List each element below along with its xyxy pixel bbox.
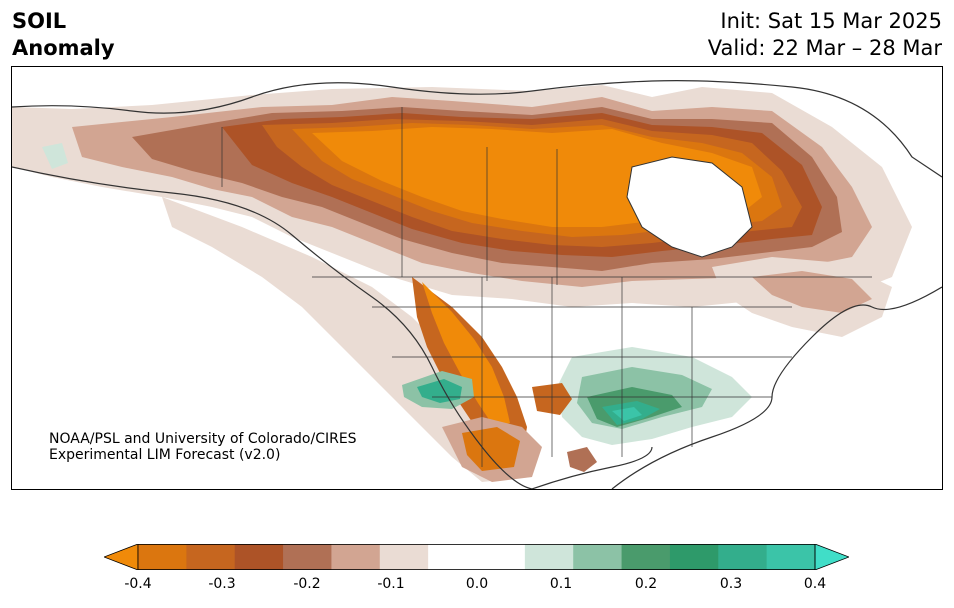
colorbar-cell (379, 544, 429, 570)
tick-label: -0.1 (377, 576, 405, 592)
coastlines (12, 80, 942, 489)
tick-label: 0.0 (465, 576, 489, 592)
alaska-wet-spot (42, 143, 68, 169)
map-title: SOIL Anomaly (12, 8, 115, 62)
colorbar-cell (476, 544, 526, 570)
colorbar-extend-low (104, 544, 139, 570)
credit-line-1: NOAA/PSL and University of Colorado/CIRE… (49, 431, 357, 447)
southeast-wet-region (557, 347, 752, 445)
init-date: Init: Sat 15 Mar 2025 (720, 9, 942, 33)
map-panel (11, 66, 943, 490)
colorbar-cell (186, 544, 236, 570)
valid-date: Valid: 22 Mar – 28 Mar (707, 36, 942, 60)
tick-label: 0.4 (803, 576, 827, 592)
tick-label: -0.4 (124, 576, 152, 592)
colorbar-tick-labels: -0.4 -0.3 -0.2 -0.1 0.0 0.1 0.2 0.3 0.4 (0, 576, 954, 596)
colorbar-cell (428, 544, 477, 570)
hudson-bay (626, 156, 753, 258)
tick-label: 0.3 (719, 576, 743, 592)
colorbar-cell (718, 544, 768, 570)
colorbar-cell (524, 544, 574, 570)
colorbar-cells (104, 544, 849, 570)
colorbar-cell (669, 544, 719, 570)
southwest-dry-region (442, 383, 597, 482)
colorbar-cell (331, 544, 381, 570)
colorbar-cell (573, 544, 623, 570)
tick-label: -0.2 (293, 576, 321, 592)
credit-text: NOAA/PSL and University of Colorado/CIRE… (49, 431, 357, 463)
date-info: Init: Sat 15 Mar 2025 Valid: 22 Mar – 28… (708, 8, 942, 62)
colorbar-cell (621, 544, 671, 570)
colorbar-cell (234, 544, 284, 570)
tick-label: 0.2 (634, 576, 658, 592)
title-line-2: Anomaly (12, 36, 115, 60)
colorbar (104, 544, 849, 570)
political-borders (221, 107, 872, 467)
colorbar-cell (766, 544, 816, 570)
tick-label: -0.3 (208, 576, 236, 592)
tick-label: 0.1 (549, 576, 573, 592)
colorbar-extend-high (814, 544, 849, 570)
colorbar-cell (138, 544, 187, 570)
anomaly-map (12, 80, 942, 489)
credit-line-2: Experimental LIM Forecast (v2.0) (49, 447, 281, 463)
colorbar-border (137, 544, 816, 570)
colorbar-cell (283, 544, 332, 570)
title-line-1: SOIL (12, 9, 67, 33)
